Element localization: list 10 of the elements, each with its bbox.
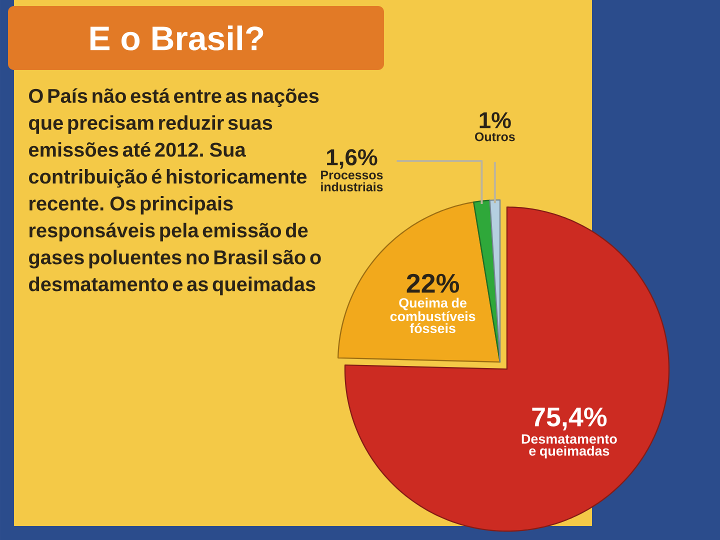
text: O País não está entre as nações que precisam reduzir suas emissões até 2012. Sua contribuição é historicamente recente. Os principais responsáveis pela emissão de gases poluentes no Brasil são o desmatamento e as queimadas	[28, 88, 321, 296]
chart-title: E o Brasil?	[90, 26, 264, 50]
data-label: 1%	[480, 112, 511, 128]
slice-label: Desmatamento e queimadas	[522, 434, 617, 458]
slice-label: Queima de combustíveis fósseis	[390, 298, 476, 334]
data-label: 22%	[406, 274, 460, 293]
slice-label: Processos industriais	[321, 170, 383, 192]
data-label: 75,4%	[532, 408, 607, 430]
data-label: 1,6%	[327, 149, 378, 169]
slice-label: Outros	[475, 132, 515, 142]
